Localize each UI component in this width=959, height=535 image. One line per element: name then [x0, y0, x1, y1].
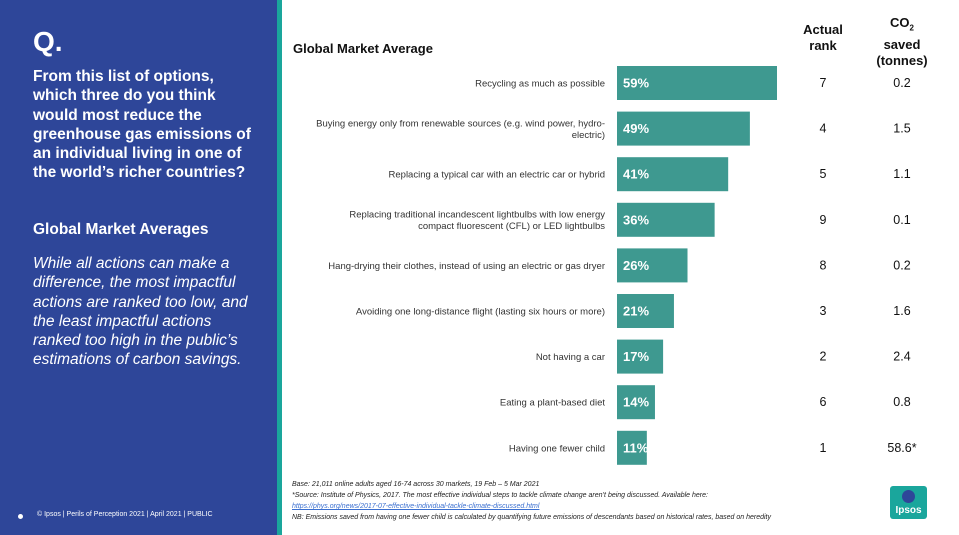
question-panel: Q. From this list of options, which thre… — [0, 0, 277, 535]
actual-rank-value: 7 — [820, 76, 827, 90]
category-label-line: Replacing traditional incandescent light… — [349, 210, 605, 221]
category-label: Eating a plant-based diet — [500, 398, 605, 409]
nb-note: NB: Emissions saved from having one fewe… — [292, 514, 771, 521]
logo-mark-icon — [902, 490, 915, 503]
bar-value-label: 11% — [623, 440, 649, 455]
divider-stripe — [277, 0, 282, 535]
bar — [617, 339, 664, 374]
bar-value-label: 36% — [623, 212, 649, 227]
co2-label: CO2 — [890, 15, 914, 33]
bar-value-label: 49% — [623, 121, 649, 136]
actual-rank-header: Actual rank — [803, 22, 843, 53]
category-label: Having one fewer child — [509, 443, 605, 454]
co2-saved-value: 1.6 — [893, 304, 910, 318]
actual-rank-value: 1 — [820, 441, 827, 455]
category-label: Buying energy only from renewable source… — [316, 118, 605, 141]
co2-saved-value: 1.1 — [893, 167, 910, 181]
category-label-line: compact fluorescent (CFL) or LED lightbu… — [418, 221, 605, 232]
actual-rank-value: 5 — [820, 167, 827, 181]
bar-value-label: 14% — [623, 395, 649, 410]
category-label-line: Having one fewer child — [509, 443, 605, 454]
chart-notes: Base: 21,011 online adults aged 16-74 ac… — [292, 479, 872, 523]
co2-saved-value: 0.8 — [893, 395, 910, 409]
bar-value-label: 41% — [623, 167, 649, 182]
category-label-line: Eating a plant-based diet — [500, 398, 605, 409]
bar-value-label: 26% — [623, 258, 649, 273]
actual-rank-value: 6 — [820, 395, 827, 409]
bar — [617, 157, 729, 192]
actual-rank-value: 3 — [820, 304, 827, 318]
page-dot-icon — [18, 514, 23, 519]
ipsos-logo: Ipsos — [890, 486, 927, 519]
actual-rank-value: 2 — [820, 350, 827, 364]
co2-saved-value: 0.2 — [893, 258, 910, 272]
co2-saved-value: 2.4 — [893, 350, 910, 364]
logo-text: Ipsos — [895, 505, 922, 516]
bar — [617, 111, 750, 146]
category-label-line: Buying energy only from renewable source… — [316, 118, 605, 129]
panel-subtitle: Global Market Averages — [33, 221, 209, 238]
source-link[interactable]: https://phys.org/news/2017-07-effective-… — [292, 503, 540, 510]
question-text: From this list of options, which three d… — [33, 68, 251, 182]
category-label: Recycling as much as possible — [475, 79, 605, 90]
bar — [617, 430, 647, 465]
co2-saved-value: 58.6* — [887, 441, 916, 455]
bar — [617, 66, 777, 100]
co2-saved-value: 0.1 — [893, 213, 910, 227]
category-label-line: Avoiding one long-distance flight (lasti… — [356, 307, 605, 318]
category-label: Replacing traditional incandescent light… — [349, 210, 605, 233]
bar — [617, 202, 715, 237]
bar-value-label: 59% — [623, 76, 649, 91]
category-label-line: Not having a car — [536, 352, 605, 363]
actual-rank-value: 4 — [820, 122, 827, 136]
bar — [617, 385, 655, 420]
bar-value-label: 17% — [623, 349, 649, 364]
footer-text: © Ipsos | Perils of Perception 2021 | Ap… — [37, 511, 213, 518]
category-label: Not having a car — [536, 352, 605, 363]
actual-rank-value: 8 — [820, 258, 827, 272]
panel-description: While all actions can make a difference,… — [33, 255, 248, 369]
source-note: *Source: Institute of Physics, 2017. The… — [292, 492, 708, 499]
category-label: Avoiding one long-distance flight (lasti… — [356, 307, 605, 318]
category-label: Replacing a typical car with an electric… — [389, 170, 605, 181]
category-label-line: Hang-drying their clothes, instead of us… — [328, 261, 605, 272]
co2-saved-header: CO2 saved (tonnes) — [862, 15, 942, 69]
bar — [617, 248, 688, 283]
category-label: Hang-drying their clothes, instead of us… — [328, 261, 605, 272]
category-label-line: Replacing a typical car with an electric… — [389, 170, 605, 181]
co2-saved-value: 0.2 — [893, 76, 910, 90]
actual-rank-value: 9 — [820, 213, 827, 227]
bar — [617, 294, 674, 328]
question-marker: Q. — [33, 26, 63, 57]
bar-value-label: 21% — [623, 304, 649, 319]
chart-title: Global Market Average — [293, 41, 433, 56]
co2-saved-value: 1.5 — [893, 122, 910, 136]
category-label-line: Recycling as much as possible — [475, 79, 605, 90]
co2-suffix: saved (tonnes) — [876, 36, 928, 68]
base-note: Base: 21,011 online adults aged 16-74 ac… — [292, 481, 540, 488]
category-label-line: electric) — [572, 130, 605, 141]
